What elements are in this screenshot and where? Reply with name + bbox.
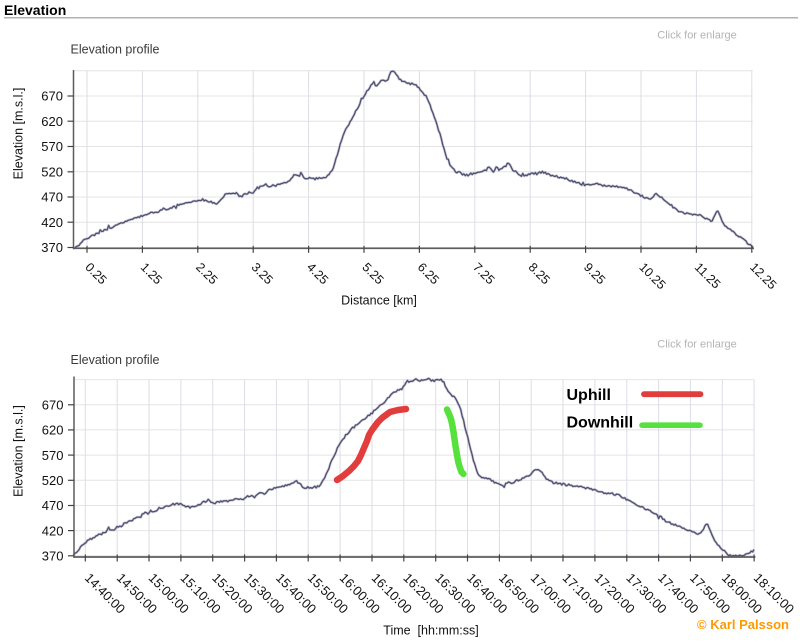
svg-text:Uphill: Uphill xyxy=(567,387,611,404)
svg-text:Click for enlarge: Click for enlarge xyxy=(657,339,736,351)
svg-text:Click for enlarge: Click for enlarge xyxy=(657,30,736,42)
svg-text:520: 520 xyxy=(42,473,64,488)
svg-text:620: 620 xyxy=(41,114,63,129)
svg-text:670: 670 xyxy=(41,89,63,104)
svg-text:Elevation [m.s.l.]: Elevation [m.s.l.] xyxy=(12,405,26,497)
svg-text:470: 470 xyxy=(41,190,63,205)
svg-text:370: 370 xyxy=(41,240,63,255)
svg-text:670: 670 xyxy=(42,398,64,413)
svg-text:Elevation [m.s.l.]: Elevation [m.s.l.] xyxy=(12,88,26,180)
svg-text:Elevation: Elevation xyxy=(4,2,66,18)
svg-text:Distance [km]: Distance [km] xyxy=(341,294,417,308)
svg-text:470: 470 xyxy=(42,498,64,513)
svg-text:Elevation profile: Elevation profile xyxy=(71,353,160,367)
svg-text:620: 620 xyxy=(42,423,64,438)
svg-text:420: 420 xyxy=(42,523,64,538)
svg-text:Time [hh:mm:ss]: Time [hh:mm:ss] xyxy=(383,623,478,637)
svg-text:520: 520 xyxy=(41,164,63,179)
svg-text:370: 370 xyxy=(42,549,64,564)
svg-text:420: 420 xyxy=(41,215,63,230)
svg-text:Downhill: Downhill xyxy=(567,414,634,431)
svg-text:Elevation profile: Elevation profile xyxy=(71,42,160,56)
svg-text:570: 570 xyxy=(41,139,63,154)
svg-text:© Karl Palsson: © Karl Palsson xyxy=(697,617,789,632)
svg-text:570: 570 xyxy=(42,448,64,463)
